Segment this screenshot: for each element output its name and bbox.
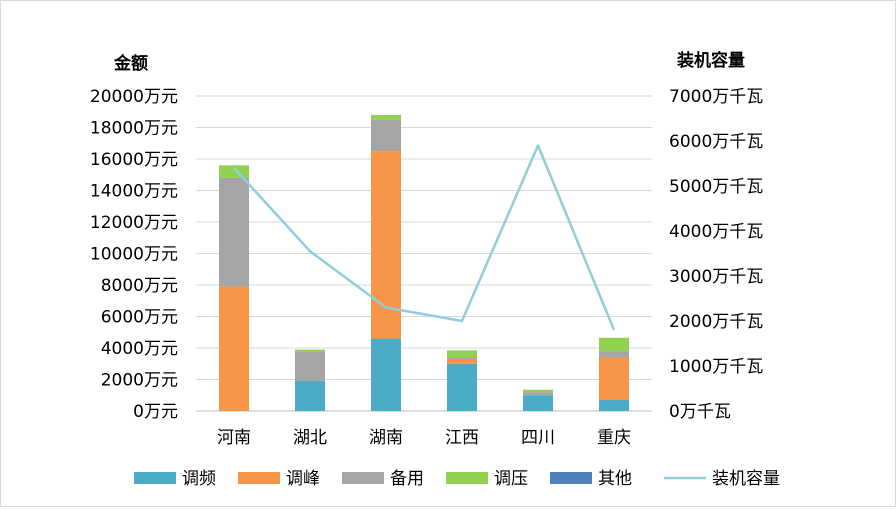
legend: 调频 调峰 备用 调压 其他 装机容量: [134, 469, 780, 489]
bar-segment: [295, 349, 325, 352]
bar-segment: [599, 337, 629, 352]
legend-label: 调压: [494, 469, 528, 489]
category-labels: 河南 湖北 湖南 江西 四川 重庆: [217, 428, 631, 448]
category-label: 湖南: [369, 428, 403, 448]
bar-segment: [447, 359, 477, 364]
right-tick-label: 7000万千瓦: [669, 87, 763, 107]
category-label: 湖北: [293, 428, 327, 448]
bar-segment: [219, 286, 249, 411]
bar-segment: [371, 114, 401, 120]
right-tick-label: 4000万千瓦: [669, 222, 763, 242]
legend-label: 调频: [182, 469, 216, 489]
capacity-line-path: [233, 144, 616, 331]
legend-label: 装机容量: [712, 469, 780, 489]
capacity-line: [233, 144, 616, 331]
bar-segment: [523, 392, 553, 396]
right-tick-label: 3000万千瓦: [669, 267, 763, 287]
right-tick-label: 1000万千瓦: [669, 357, 763, 377]
legend-label: 其他: [598, 469, 632, 489]
bar-segment: [599, 351, 629, 358]
bar-segment: [447, 350, 477, 358]
left-tick-label: 4000万元: [101, 339, 178, 359]
bar-segment: [371, 338, 401, 411]
bar-segment: [599, 357, 629, 400]
right-tick-label: 5000万千瓦: [669, 177, 763, 197]
legend-label: 调峰: [286, 469, 320, 489]
bar-segment: [371, 119, 401, 152]
left-tick-label: 20000万元: [90, 87, 178, 107]
bar-segment: [599, 399, 629, 411]
left-tick-label: 18000万元: [90, 119, 178, 139]
gridlines: [196, 95, 652, 412]
category-label: 河南: [217, 428, 251, 448]
category-label: 重庆: [597, 428, 631, 448]
left-axis-ticks: 0万元 2000万元 4000万元 6000万元 8000万元 10000万元 12000万…: [90, 87, 178, 422]
right-tick-label: 0万千瓦: [669, 402, 731, 422]
bar-segment: [219, 177, 249, 287]
left-tick-label: 0万元: [133, 402, 178, 422]
left-tick-label: 6000万元: [101, 308, 178, 328]
right-tick-label: 2000万千瓦: [669, 312, 763, 332]
legend-swatch: [446, 472, 488, 484]
left-tick-label: 2000万元: [101, 371, 178, 391]
left-tick-label: 8000万元: [101, 276, 178, 296]
category-label: 四川: [521, 428, 555, 448]
left-tick-label: 14000万元: [90, 182, 178, 202]
legend-swatch: [238, 472, 280, 484]
bars: [219, 114, 629, 411]
left-tick-label: 12000万元: [90, 213, 178, 233]
legend-swatch: [342, 472, 384, 484]
bar-segment: [219, 165, 249, 178]
right-axis-ticks: 0万千瓦 1000万千瓦 2000万千瓦 3000万千瓦 4000万千瓦 5000万千瓦 6…: [669, 87, 763, 422]
bar-segment: [447, 357, 477, 360]
left-tick-label: 16000万元: [90, 150, 178, 170]
bar-segment: [523, 389, 553, 393]
legend-label: 备用: [390, 469, 424, 489]
right-axis-title: 装机容量: [676, 50, 745, 71]
legend-swatch: [134, 472, 176, 484]
bar-segment: [523, 395, 553, 411]
category-label: 江西: [445, 428, 479, 448]
bar-segment: [447, 363, 477, 411]
bar-segment: [295, 351, 325, 382]
legend-swatch: [550, 472, 592, 484]
left-axis-title: 金额: [113, 53, 148, 74]
right-tick-label: 6000万千瓦: [669, 132, 763, 152]
bar-segment: [295, 381, 325, 411]
left-tick-label: 10000万元: [90, 245, 178, 265]
